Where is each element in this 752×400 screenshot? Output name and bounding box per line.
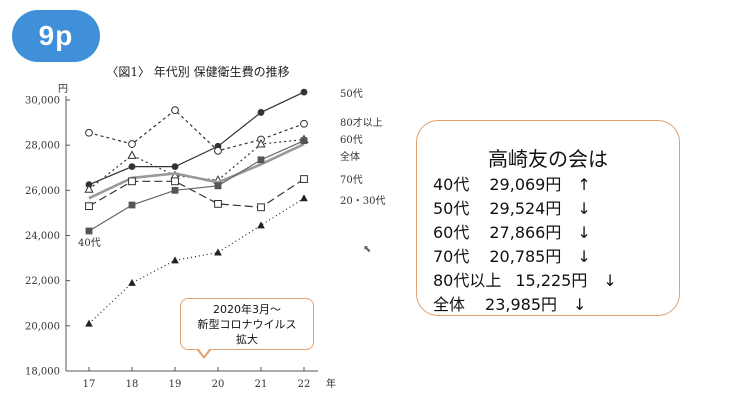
summary-row: 50代 29,524円 ↓ [433,195,591,219]
x-tick-label: 18 [126,379,139,390]
data-point [257,203,265,212]
data-point [128,140,136,148]
x-tick-label: 19 [169,379,182,390]
y-tick-label: 18,000 [25,367,60,378]
x-tick-label: 22 [298,379,311,390]
data-point [171,256,179,264]
callout-line-1: 2020年3月～ [213,303,281,316]
x-unit-label: 年 [326,377,336,390]
summary-row-label: 40代 [433,175,470,194]
data-point [171,106,179,115]
y-tick-label: 20,000 [25,321,60,332]
arrow-down-icon: ↓ [577,247,591,266]
data-point [300,88,308,96]
series-label: 70代 [340,174,363,186]
data-point [128,177,136,186]
series-line-1 [88,109,305,152]
y-tick-label: 30,000 [25,96,60,107]
x-tick-label: 21 [255,379,268,390]
callout-tail-fill [197,348,210,356]
series-label: 60代 [340,134,363,146]
series-line-0 [88,91,305,186]
summary-row: 全体 23,985円 ↓ [433,291,586,315]
summary-row: 80代以上 15,225円 ↓ [433,267,617,291]
summary-title: 高崎友の会は [488,147,608,171]
summary-row-label: 50代 [433,199,470,218]
y-tick-label: 26,000 [25,186,60,197]
summary-row-label: 80代以上 [433,271,502,290]
data-point [214,182,222,190]
summary-row-label: 全体 [433,295,466,314]
data-point [84,184,94,193]
arrow-down-icon: ↓ [577,223,591,242]
data-point [257,221,265,229]
summary-row-value: 29,524円 [489,199,562,218]
data-point [300,119,308,128]
data-point [171,186,179,194]
data-point [128,163,136,171]
data-point [214,248,222,256]
summary-row-value: 15,225円 [515,271,588,290]
data-point [171,177,179,186]
data-point [214,199,222,208]
summary-row-value: 27,866円 [489,223,562,242]
mouse-cursor-icon: ⬉ [363,244,372,255]
summary-row-value: 29,069円 [489,175,562,194]
covid-callout: 2020年3月～ 新型コロナウイルス 拡大 [180,298,314,350]
data-point [256,138,266,148]
summary-row-value: 20,785円 [489,247,562,266]
data-point [128,278,136,286]
page-number-badge: 9p [12,10,100,62]
data-point [257,109,265,116]
series-line-3 [88,142,305,200]
summary-row-label: 60代 [433,223,470,242]
summary-row: 60代 27,866円 ↓ [433,219,591,243]
summary-panel: 高崎友の会は 40代 29,069円 ↑ 50代 29,524円 ↓ 60代 27,866円 ↓… [416,120,680,316]
data-point [300,137,308,145]
data-point [85,227,93,235]
data-point [300,194,308,202]
summary-row: 70代 20,785円 ↓ [433,243,591,267]
chart-title: 〈図1〉 年代別 保健衛生費の推移 [106,64,289,79]
y-unit-label: 円 [58,84,68,95]
arrow-up-icon: ↑ [577,175,591,194]
callout-line-2: 新型コロナウイルス [197,318,297,331]
series-label: 全体 [340,150,360,163]
data-point [128,201,136,209]
data-point [85,319,93,327]
series-line-4 [88,178,305,208]
series-line-5 [88,140,305,232]
data-point [171,163,179,171]
x-tick-label: 20 [212,379,225,390]
y-tick-label: 24,000 [25,231,60,242]
series-label: 50代 [340,88,363,100]
series-line-2 [88,138,305,190]
arrow-down-icon: ↓ [577,199,591,218]
data-point [127,150,137,159]
data-point [85,202,93,211]
summary-row-label: 70代 [433,247,470,266]
series-label: 80才以上 [340,116,383,129]
x-tick-label: 17 [83,379,96,390]
series-label: 20・30代 [340,195,385,207]
summary-row: 40代 29,069円 ↑ [433,171,591,195]
arrow-down-icon: ↓ [603,271,617,290]
summary-row-value: 23,985円 [485,295,558,314]
y-tick-label: 22,000 [25,276,60,287]
data-point [85,128,93,137]
data-point [257,156,265,164]
series-label: 40代 [78,237,101,249]
data-point [300,175,308,183]
callout-line-3: 拡大 [236,333,258,346]
data-point [214,146,222,155]
y-tick-label: 28,000 [25,141,60,152]
arrow-down-icon: ↓ [573,295,587,314]
